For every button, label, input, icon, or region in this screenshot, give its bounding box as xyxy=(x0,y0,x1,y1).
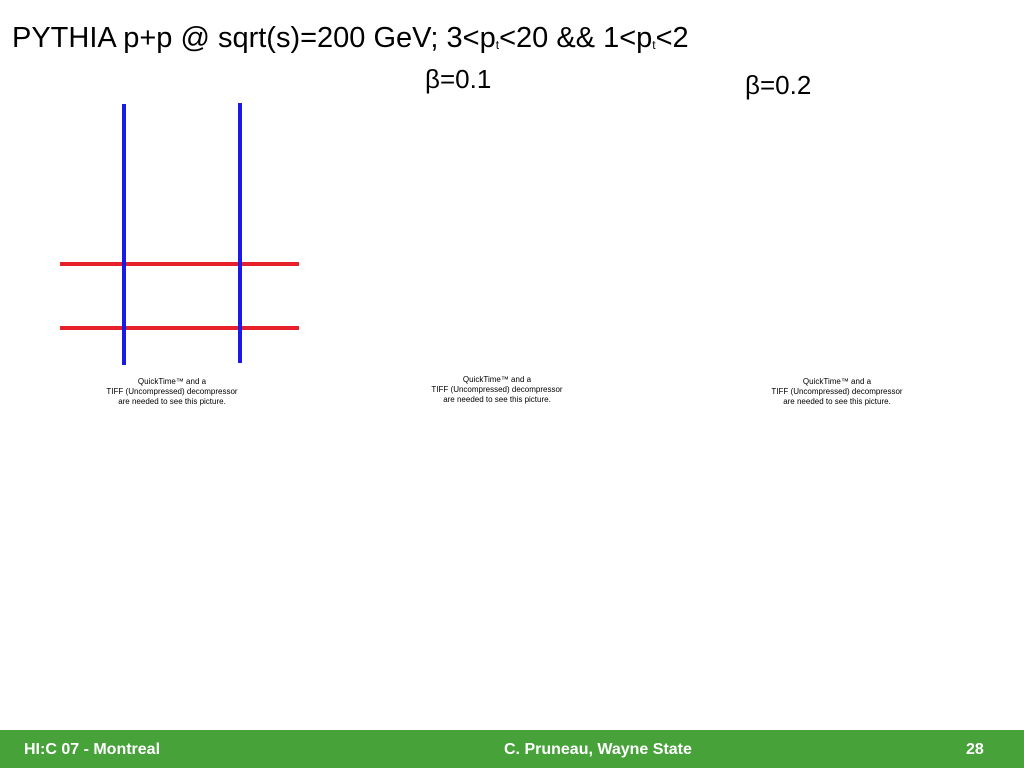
image-placeholder: QuickTime™ and a TIFF (Uncompressed) dec… xyxy=(737,377,937,407)
title-text: PYTHIA p+p @ sqrt(s)=200 GeV; 3<p xyxy=(12,22,496,54)
image-placeholder: QuickTime™ and a TIFF (Uncompressed) dec… xyxy=(397,375,597,405)
placeholder-line: QuickTime™ and a xyxy=(802,377,872,386)
placeholder-line: are needed to see this picture. xyxy=(783,397,891,406)
page-number: 28 xyxy=(966,741,984,758)
title-text: <20 && 1<p xyxy=(499,22,653,54)
footer: HI:C 07 - Montreal C. Pruneau, Wayne Sta… xyxy=(0,730,1024,768)
image-placeholder: QuickTime™ and a TIFF (Uncompressed) dec… xyxy=(72,377,272,407)
placeholder-line: QuickTime™ and a xyxy=(462,375,532,384)
title-subscript: t xyxy=(495,38,500,52)
title-subscript: t xyxy=(652,38,656,52)
slide-title: PYTHIA p+p @ sqrt(s)=200 GeV; 3<pt<20 &&… xyxy=(12,22,689,55)
footer-center: C. Pruneau, Wayne State xyxy=(504,741,692,758)
placeholder-line: are needed to see this picture. xyxy=(443,395,551,404)
grid-drawing xyxy=(60,103,299,365)
beta-label: β=0.2 xyxy=(745,70,812,100)
placeholder-line: TIFF (Uncompressed) decompressor xyxy=(431,385,563,394)
placeholder-line: TIFF (Uncompressed) decompressor xyxy=(106,387,238,396)
placeholder-line: TIFF (Uncompressed) decompressor xyxy=(771,387,903,396)
title-text: <2 xyxy=(655,22,689,54)
footer-left: HI:C 07 - Montreal xyxy=(24,741,161,758)
placeholder-line: QuickTime™ and a xyxy=(137,377,207,386)
placeholder-line: are needed to see this picture. xyxy=(118,397,226,406)
beta-label: β=0.1 xyxy=(425,64,492,94)
